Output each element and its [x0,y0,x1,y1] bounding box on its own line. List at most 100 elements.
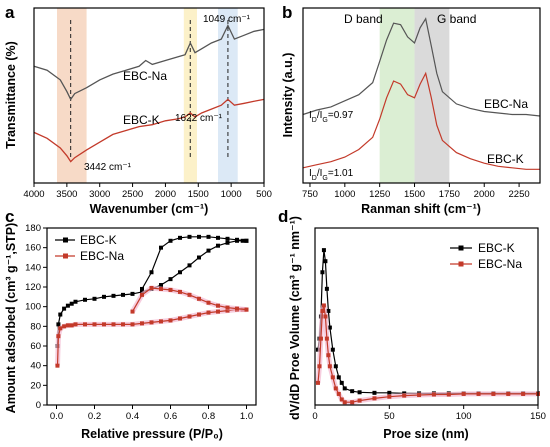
x-tick-label-b-3: 1500 [404,189,425,200]
x-tick-label-c-0: 0.0 [50,411,63,422]
y-tick-label-c-6: 120 [25,282,41,293]
point-ebc-na-adsorption-20 [206,310,211,315]
panel-c: c 0.0 0.2 0.4 0.6 0.8 1.0 0 20 40 60 80 100 120 140 16… [4,207,257,441]
series-line-ebc-na [33,24,265,101]
legend-marker-d-1 [458,261,464,267]
annotation-1049: 1049 cm⁻¹ [203,14,251,25]
panel-letter-a: a [5,3,15,22]
point-ebc-na-desorption-7 [178,289,182,294]
point-ebc-k-adsorption-20 [206,248,211,253]
psd-point-ebc-k-15 [357,390,362,395]
d-band-label: D band [344,12,383,26]
psd-point-ebc-na-15 [357,398,362,403]
point-ebc-k-desorption-1 [235,237,239,242]
point-ebc-na-adsorption-8 [92,322,97,327]
psd-point-ebc-k-16 [372,390,377,395]
point-ebc-k-desorption-8 [168,238,173,243]
isotherm-adsorption-ebc-na [56,309,247,366]
g-band-label: G band [437,12,476,26]
y-tick-label-c-8: 160 [25,243,41,254]
point-ebc-k-desorption-3 [216,235,220,240]
point-ebc-k-adsorption-5 [69,301,74,306]
panel-letter-d: d [278,207,288,226]
panel-b: b 750 1000 1250 1500 1750 2000 2250 D band G b… [281,3,541,216]
y-axis-label-c: Amount adsorbed (cm³ g⁻¹,STP) [4,223,18,414]
point-ebc-na-adsorption-15 [159,319,163,324]
point-ebc-k-adsorption-6 [73,299,78,304]
point-ebc-na-adsorption-2 [58,326,63,331]
x-tick-label-c-5: 1.0 [240,411,253,422]
y-tick-label-c-0: 0 [36,400,41,411]
x-tick-label-b-1: 1000 [334,189,355,200]
psd-point-ebc-na-14 [350,400,355,405]
point-ebc-k-desorption-7 [178,235,182,240]
x-tick-label-c-4: 0.8 [202,411,215,422]
psd-point-ebc-k-13 [342,386,347,391]
point-ebc-na-adsorption-17 [178,316,182,321]
point-ebc-na-desorption-11 [140,292,144,297]
psd-point-ebc-na-20 [431,392,436,397]
x-axis-label-a: Wavenumber (cm⁻¹) [90,202,209,216]
legend-label-d-0: EBC-K [478,241,515,255]
raman-band-1 [414,8,450,183]
x-tick-label-a-7: 500 [256,189,272,200]
y-axis-label-b: Intensity (a.u.) [281,53,295,138]
series-label-ebc-na-b: EBC-Na [484,97,528,111]
x-tick-label-a-3: 2500 [122,189,143,200]
psd-point-ebc-na-24 [491,391,496,396]
psd-point-ebc-na-8 [327,364,332,369]
psd-point-ebc-na-18 [402,393,407,398]
ratio-label-k: ID/IG=1.01 [309,168,354,182]
x-tick-label-b-2: 1250 [369,189,390,200]
x-tick-label-a-2: 3000 [89,189,110,200]
point-ebc-k-adsorption-7 [83,297,87,302]
y-tick-label-c-3: 60 [30,341,41,352]
psd-point-ebc-na-2 [318,336,323,341]
psd-point-ebc-na-0 [315,380,320,385]
point-ebc-k-adsorption-3 [62,306,67,311]
psd-point-ebc-k-11 [336,375,341,380]
panel-d: d 0 50 100 150 EBC-K EBC-Na Proe size (nm) d… [278,207,546,441]
psd-point-ebc-k-12 [339,380,344,385]
point-ebc-k-desorption-2 [225,236,230,241]
psd-point-ebc-k-7 [326,308,331,313]
x-axis-label-d: Proe size (nm) [383,427,468,441]
legend-marker-d-0 [458,245,464,251]
point-ebc-na-adsorption-4 [65,323,70,328]
point-ebc-na-adsorption-3 [62,324,67,329]
point-ebc-k-adsorption-4 [65,303,70,308]
point-ebc-na-adsorption-9 [102,322,106,327]
x-tick-label-a-5: 1500 [188,189,209,200]
y-tick-label-c-2: 40 [30,361,41,372]
series-label-ebc-k: EBC-K [123,113,160,127]
point-ebc-na-adsorption-18 [187,314,192,319]
point-ebc-na-adsorption-12 [130,322,135,327]
panel-a: a 4000 3500 3000 2500 2000 1500 1000 500 3442 c… [4,3,272,216]
point-ebc-na-adsorption-1 [56,334,61,339]
plot-frame-a [33,7,265,184]
psd-point-ebc-na-5 [323,314,328,319]
halo-adsorption-ebc-na [55,307,247,366]
psd-point-ebc-na-19 [417,393,422,398]
y-tick-label-c-9: 180 [25,223,41,234]
point-ebc-na-desorption-9 [159,286,163,291]
x-tick-label-a-1: 3500 [56,189,77,200]
x-tick-label-d-2: 100 [456,411,472,422]
x-tick-label-d-3: 150 [530,411,546,422]
legend-label-c-1: EBC-Na [80,249,124,263]
psd-point-ebc-k-8 [327,325,332,330]
point-ebc-k-desorption-4 [206,234,211,239]
point-ebc-k-desorption-11 [140,286,144,291]
y-tick-label-c-5: 100 [25,302,41,313]
series-line-ebc-k [33,98,265,163]
point-ebc-k-adsorption-16 [168,277,173,282]
highlight-band-2 [218,8,238,183]
point-ebc-na-desorption-3 [216,303,220,308]
point-ebc-na-desorption-0 [244,307,249,312]
legend-marker-c-1 [63,253,68,259]
point-ebc-k-desorption-0 [244,238,249,243]
y-axis-label-d: dV/dD Proe Volume (cm³ g⁻¹ nm⁻¹) [288,216,302,420]
psd-point-ebc-k-5 [323,259,328,264]
point-ebc-na-adsorption-11 [121,322,125,327]
x-tick-label-b-4: 1750 [439,189,460,200]
